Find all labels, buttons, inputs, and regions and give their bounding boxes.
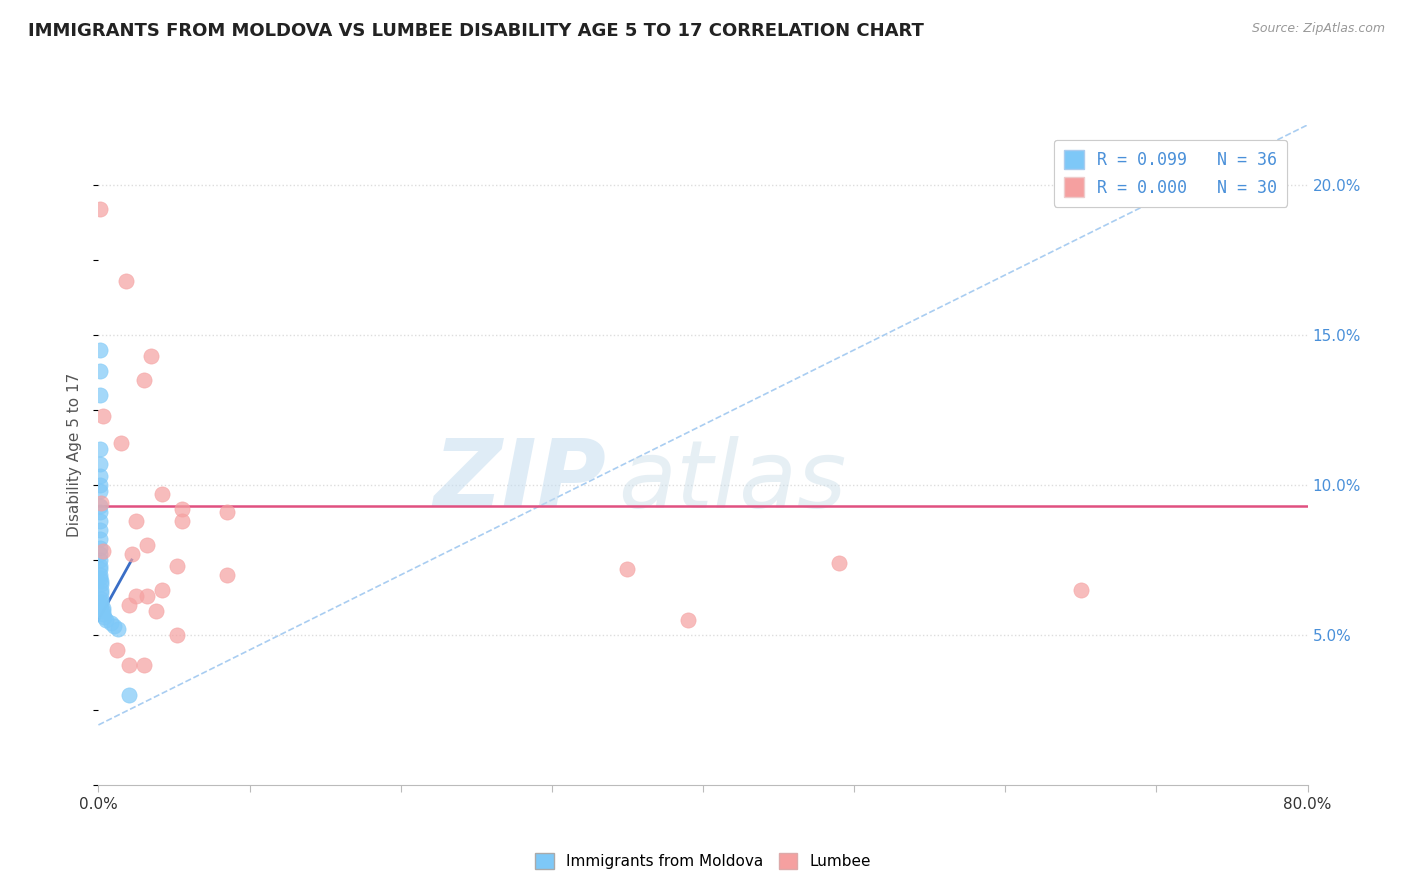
Point: [118, 598, 141, 612]
Point: [89, 478, 111, 492]
Point: [94, 613, 117, 627]
Legend: R = 0.099   N = 36, R = 0.000   N = 30: R = 0.099 N = 36, R = 0.000 N = 30: [1054, 140, 1286, 207]
Point: [89, 553, 111, 567]
Point: [89, 562, 111, 576]
Text: ZIP: ZIP: [433, 435, 606, 527]
Point: [90, 577, 112, 591]
Point: [166, 628, 188, 642]
Point: [90, 574, 112, 588]
Point: [90, 496, 112, 510]
Point: [150, 487, 173, 501]
Point: [166, 558, 188, 573]
Point: [118, 657, 141, 672]
Point: [110, 436, 132, 450]
Point: [215, 568, 238, 582]
Point: [89, 442, 111, 456]
Point: [89, 364, 111, 378]
Point: [121, 547, 143, 561]
Point: [89, 499, 111, 513]
Point: [215, 505, 238, 519]
Point: [89, 541, 111, 555]
Point: [1070, 582, 1092, 597]
Point: [135, 589, 157, 603]
Point: [170, 502, 193, 516]
Point: [89, 547, 111, 561]
Text: Source: ZipAtlas.com: Source: ZipAtlas.com: [1251, 22, 1385, 36]
Point: [91, 409, 114, 423]
Point: [91, 604, 114, 618]
Point: [105, 643, 128, 657]
Y-axis label: Disability Age 5 to 17: Disability Age 5 to 17: [67, 373, 83, 537]
Point: [828, 556, 851, 570]
Point: [90, 595, 112, 609]
Point: [114, 274, 136, 288]
Point: [107, 622, 129, 636]
Point: [89, 532, 111, 546]
Text: atlas: atlas: [619, 436, 846, 527]
Text: IMMIGRANTS FROM MOLDOVA VS LUMBEE DISABILITY AGE 5 TO 17 CORRELATION CHART: IMMIGRANTS FROM MOLDOVA VS LUMBEE DISABI…: [28, 22, 924, 40]
Point: [90, 591, 112, 606]
Point: [125, 589, 148, 603]
Point: [89, 483, 111, 498]
Point: [150, 582, 173, 597]
Point: [91, 544, 114, 558]
Legend: Immigrants from Moldova, Lumbee: Immigrants from Moldova, Lumbee: [529, 847, 877, 875]
Point: [141, 349, 163, 363]
Point: [90, 598, 112, 612]
Point: [90, 586, 112, 600]
Point: [89, 469, 111, 483]
Point: [89, 514, 111, 528]
Point: [145, 604, 167, 618]
Point: [89, 523, 111, 537]
Point: [135, 538, 157, 552]
Point: [89, 202, 111, 216]
Point: [616, 562, 638, 576]
Point: [118, 688, 141, 702]
Point: [89, 388, 111, 402]
Point: [100, 615, 122, 630]
Point: [93, 610, 115, 624]
Point: [676, 613, 699, 627]
Point: [89, 343, 111, 357]
Point: [89, 571, 111, 585]
Point: [125, 514, 148, 528]
Point: [132, 373, 155, 387]
Point: [89, 505, 111, 519]
Point: [90, 582, 112, 597]
Point: [170, 514, 193, 528]
Point: [89, 558, 111, 573]
Point: [89, 568, 111, 582]
Point: [132, 657, 155, 672]
Point: [103, 619, 125, 633]
Point: [91, 601, 114, 615]
Point: [89, 457, 111, 471]
Point: [91, 607, 114, 621]
